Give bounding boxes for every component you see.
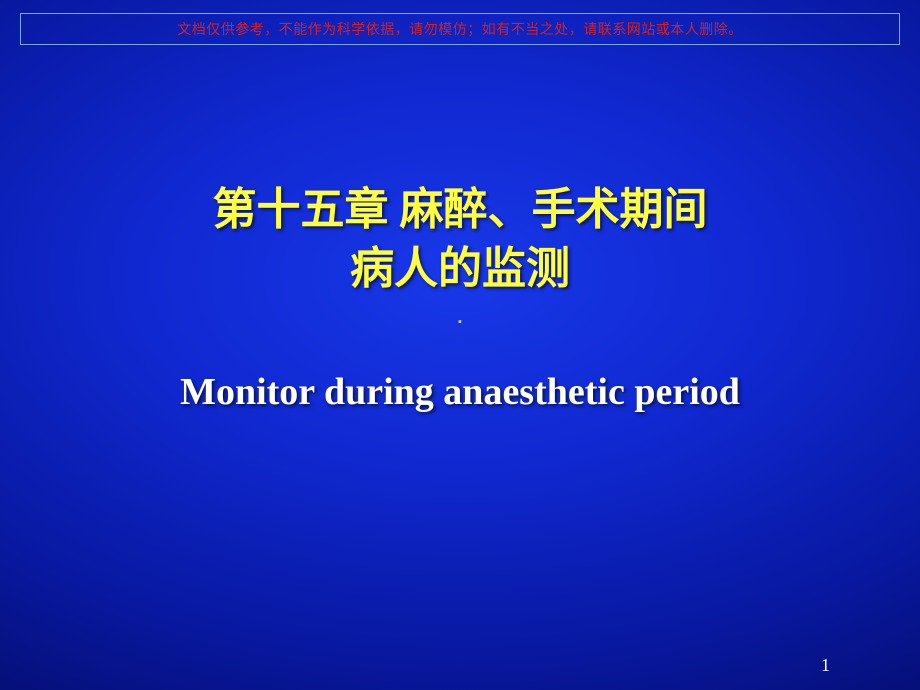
disclaimer-bar: 文档仅供参考，不能作为科学依据，请勿模仿；如有不当之处，请联系网站或本人删除。	[20, 13, 900, 45]
subtitle-block: Monitor during anaesthetic period	[0, 370, 920, 414]
decorative-dot: ▪	[0, 316, 920, 328]
disclaimer-text: 文档仅供参考，不能作为科学依据，请勿模仿；如有不当之处，请联系网站或本人删除。	[177, 19, 743, 39]
slide-container: 文档仅供参考，不能作为科学依据，请勿模仿；如有不当之处，请联系网站或本人删除。 …	[0, 0, 920, 690]
page-number: 1	[821, 655, 830, 676]
subtitle-text: Monitor during anaesthetic period	[0, 370, 920, 414]
title-line-1: 第十五章 麻醉、手术期间	[0, 180, 920, 239]
title-line-2: 病人的监测	[0, 239, 920, 298]
title-block: 第十五章 麻醉、手术期间 病人的监测	[0, 180, 920, 299]
